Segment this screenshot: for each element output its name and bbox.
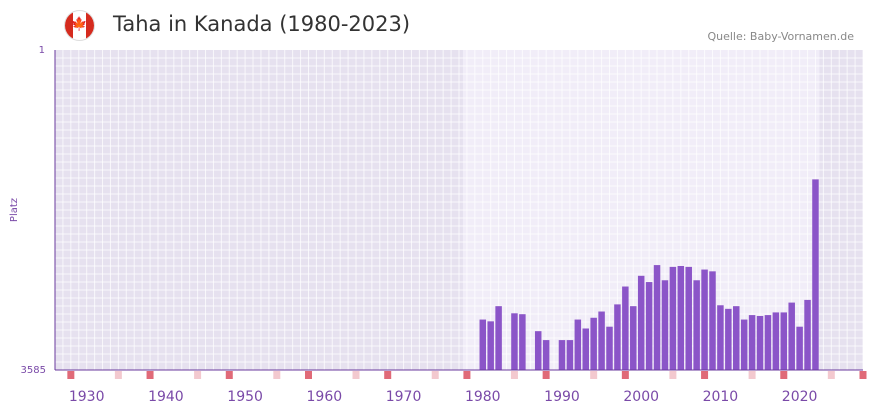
decade-marker xyxy=(352,371,360,379)
bar xyxy=(598,311,605,370)
bar xyxy=(661,280,669,370)
bar xyxy=(487,321,494,370)
x-tick-label: 1950 xyxy=(227,389,263,405)
flag-band-left xyxy=(65,11,73,40)
x-tick-label: 1970 xyxy=(386,389,422,405)
decade-marker xyxy=(669,371,677,379)
decade-marker xyxy=(621,371,629,379)
bar xyxy=(733,306,740,370)
bar xyxy=(511,313,518,370)
decade-marker xyxy=(304,371,312,379)
x-tick-label: 1960 xyxy=(307,389,343,405)
bar xyxy=(582,328,589,370)
bar xyxy=(558,340,566,370)
decade-marker xyxy=(827,371,835,379)
x-tick-label: 2020 xyxy=(782,389,818,405)
x-tick-label: 1930 xyxy=(69,389,105,405)
bar xyxy=(566,340,574,370)
maple-leaf-icon: 🍁 xyxy=(71,17,88,32)
decade-marker xyxy=(225,371,233,379)
bar xyxy=(725,308,732,370)
bar xyxy=(796,326,803,370)
bar xyxy=(756,315,764,370)
x-tick-label: 1990 xyxy=(544,389,580,405)
decade-markers xyxy=(67,371,867,379)
decade-marker xyxy=(431,371,439,379)
bar xyxy=(542,340,550,370)
bar xyxy=(812,179,819,370)
grid-lines xyxy=(54,50,864,370)
bar xyxy=(780,312,788,370)
axes xyxy=(54,50,863,371)
y-axis-label: Platz xyxy=(9,198,20,222)
x-tick-label: 1940 xyxy=(148,389,184,405)
bar xyxy=(740,319,748,370)
decade-marker xyxy=(859,371,867,379)
bar xyxy=(653,265,661,370)
bar xyxy=(669,266,677,370)
bar xyxy=(804,299,811,370)
y-tick-label: 3585 xyxy=(21,365,46,376)
bar xyxy=(645,282,653,370)
bar xyxy=(772,312,780,370)
bar xyxy=(748,315,756,370)
bar xyxy=(717,305,724,370)
decade-marker xyxy=(273,371,281,379)
decade-marker xyxy=(780,371,788,379)
canada-flag-icon: 🍁 xyxy=(65,11,94,40)
bar xyxy=(590,317,597,370)
decade-marker xyxy=(542,371,550,379)
bar xyxy=(534,331,542,370)
y-tick-label: 1 xyxy=(39,45,45,56)
decade-marker xyxy=(384,371,392,379)
bar xyxy=(677,265,685,370)
axis-labels: 1930 1940 1950 1960 1970 1980 1990 2000 2010 2020… xyxy=(9,45,817,405)
bar xyxy=(495,306,502,370)
bar xyxy=(606,326,613,370)
bar xyxy=(788,302,795,370)
decade-marker xyxy=(194,371,202,379)
x-tick-label: 1980 xyxy=(465,389,501,405)
bar xyxy=(701,269,708,370)
decade-marker xyxy=(748,371,756,379)
x-tick-label: 2010 xyxy=(703,389,739,405)
decade-marker xyxy=(146,371,154,379)
page-title: Taha in Kanada (1980-2023) xyxy=(113,12,411,36)
bar xyxy=(709,271,716,370)
decade-marker xyxy=(590,371,598,379)
decade-marker xyxy=(114,371,122,379)
source-credit: Quelle: Baby-Vornamen.de xyxy=(707,30,854,43)
bar xyxy=(479,319,487,370)
bar xyxy=(574,319,582,370)
decade-marker xyxy=(463,371,471,379)
bar xyxy=(630,306,637,370)
x-tick-label: 2000 xyxy=(623,389,659,405)
bar xyxy=(764,315,772,370)
bar xyxy=(637,275,645,370)
bar xyxy=(519,314,526,370)
bar xyxy=(622,286,629,370)
flag-band-right xyxy=(86,11,94,40)
bar xyxy=(693,280,700,370)
bar xyxy=(685,266,692,370)
bar-series xyxy=(479,179,819,370)
bar xyxy=(614,304,621,370)
decade-marker xyxy=(510,371,518,379)
decade-marker xyxy=(701,371,709,379)
decade-marker xyxy=(67,371,75,379)
